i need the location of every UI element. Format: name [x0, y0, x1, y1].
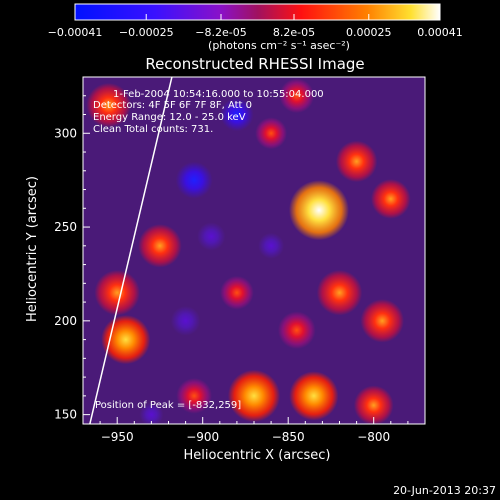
image-source-blob: [360, 299, 404, 343]
annotation-method: Clean Total counts: 731.: [93, 124, 213, 135]
image-source-blob: [101, 314, 151, 365]
image-source-blob: [227, 369, 281, 422]
image-source-blob: [255, 117, 287, 150]
colorbar-tick-label: −8.2e-05: [195, 26, 246, 39]
colorbar-tick-label: 0.00041: [417, 26, 463, 39]
image-source-blob: [371, 179, 411, 219]
image-source-blob: [353, 385, 394, 424]
annotation-peak: Position of Peak = [-832,259]: [95, 400, 241, 411]
colorbar: −0.00041 −0.00025 −8.2e-05 8.2e-05 0.00025 0.…: [48, 3, 463, 52]
y-tick-label: 150: [54, 408, 77, 422]
x-tick-label: −900: [186, 430, 219, 444]
colorbar-tick-label: −0.00041: [48, 26, 103, 39]
x-axis-label: Heliocentric X (arcsec): [184, 448, 331, 463]
image-source-blob: [192, 217, 231, 256]
x-axis-ticks: −950 −900 −850 −800: [99, 417, 409, 444]
colorbar-tick-label: 8.2e-05: [273, 26, 315, 39]
image-source-blob: [335, 140, 378, 183]
image-source-blob: [135, 398, 168, 424]
y-tick-label: 300: [54, 126, 77, 140]
colorbar-tick-label: 0.00025: [346, 26, 392, 39]
y-axis-ticks: 150 200 250 300: [54, 95, 90, 422]
annotation-energy: Energy Range: 12.0 - 25.0 keV: [93, 112, 246, 123]
render-date: 20-Jun-2013 20:37: [393, 484, 496, 497]
x-tick-label: −950: [101, 430, 134, 444]
image-source-blob: [289, 371, 339, 421]
y-tick-label: 200: [54, 314, 77, 328]
x-tick-label: −850: [272, 430, 305, 444]
x-tick-label: −800: [357, 430, 390, 444]
solar-limb-line: [89, 77, 173, 424]
colorbar-gradient: [74, 3, 441, 21]
colorbar-tick-label: −0.00025: [119, 26, 174, 39]
image-source-blob: [279, 78, 315, 114]
image-source-blob: [138, 224, 182, 268]
y-axis-label: Heliocentric Y (arcsec): [25, 176, 40, 322]
annotations: 1-Feb-2004 10:54:16.000 to 10:55:04.000 …: [93, 89, 324, 411]
image-source-blob: [253, 228, 289, 264]
annotation-detectors: Detectors: 4F 5F 6F 7F 8F, Att 0: [93, 100, 252, 111]
annotation-time: 1-Feb-2004 10:54:16.000 to 10:55:04.000: [113, 89, 324, 100]
chart-title: Reconstructed RHESSI Image: [145, 55, 364, 73]
image-source-blob: [277, 311, 316, 350]
image-source-blob: [94, 270, 140, 316]
y-tick-label: 250: [54, 220, 77, 234]
image-source-blob: [288, 180, 349, 241]
image-source-blob: [86, 82, 131, 128]
plot-area: −950 −900 −850 −800 150 200 250 300: [54, 76, 426, 444]
image-source-blob: [176, 378, 212, 414]
image-source-blob: [169, 155, 219, 205]
image-sources: [86, 78, 411, 424]
image-source-blob: [214, 92, 260, 137]
image-source-blob: [316, 270, 363, 316]
image-source-blob: [220, 275, 254, 310]
colorbar-unit: (photons cm⁻² s⁻¹ asec⁻²): [208, 39, 350, 52]
image-source-blob: [165, 301, 206, 341]
colorbar-ticks: −0.00041 −0.00025 −8.2e-05 8.2e-05 0.00025 0.…: [48, 14, 463, 39]
